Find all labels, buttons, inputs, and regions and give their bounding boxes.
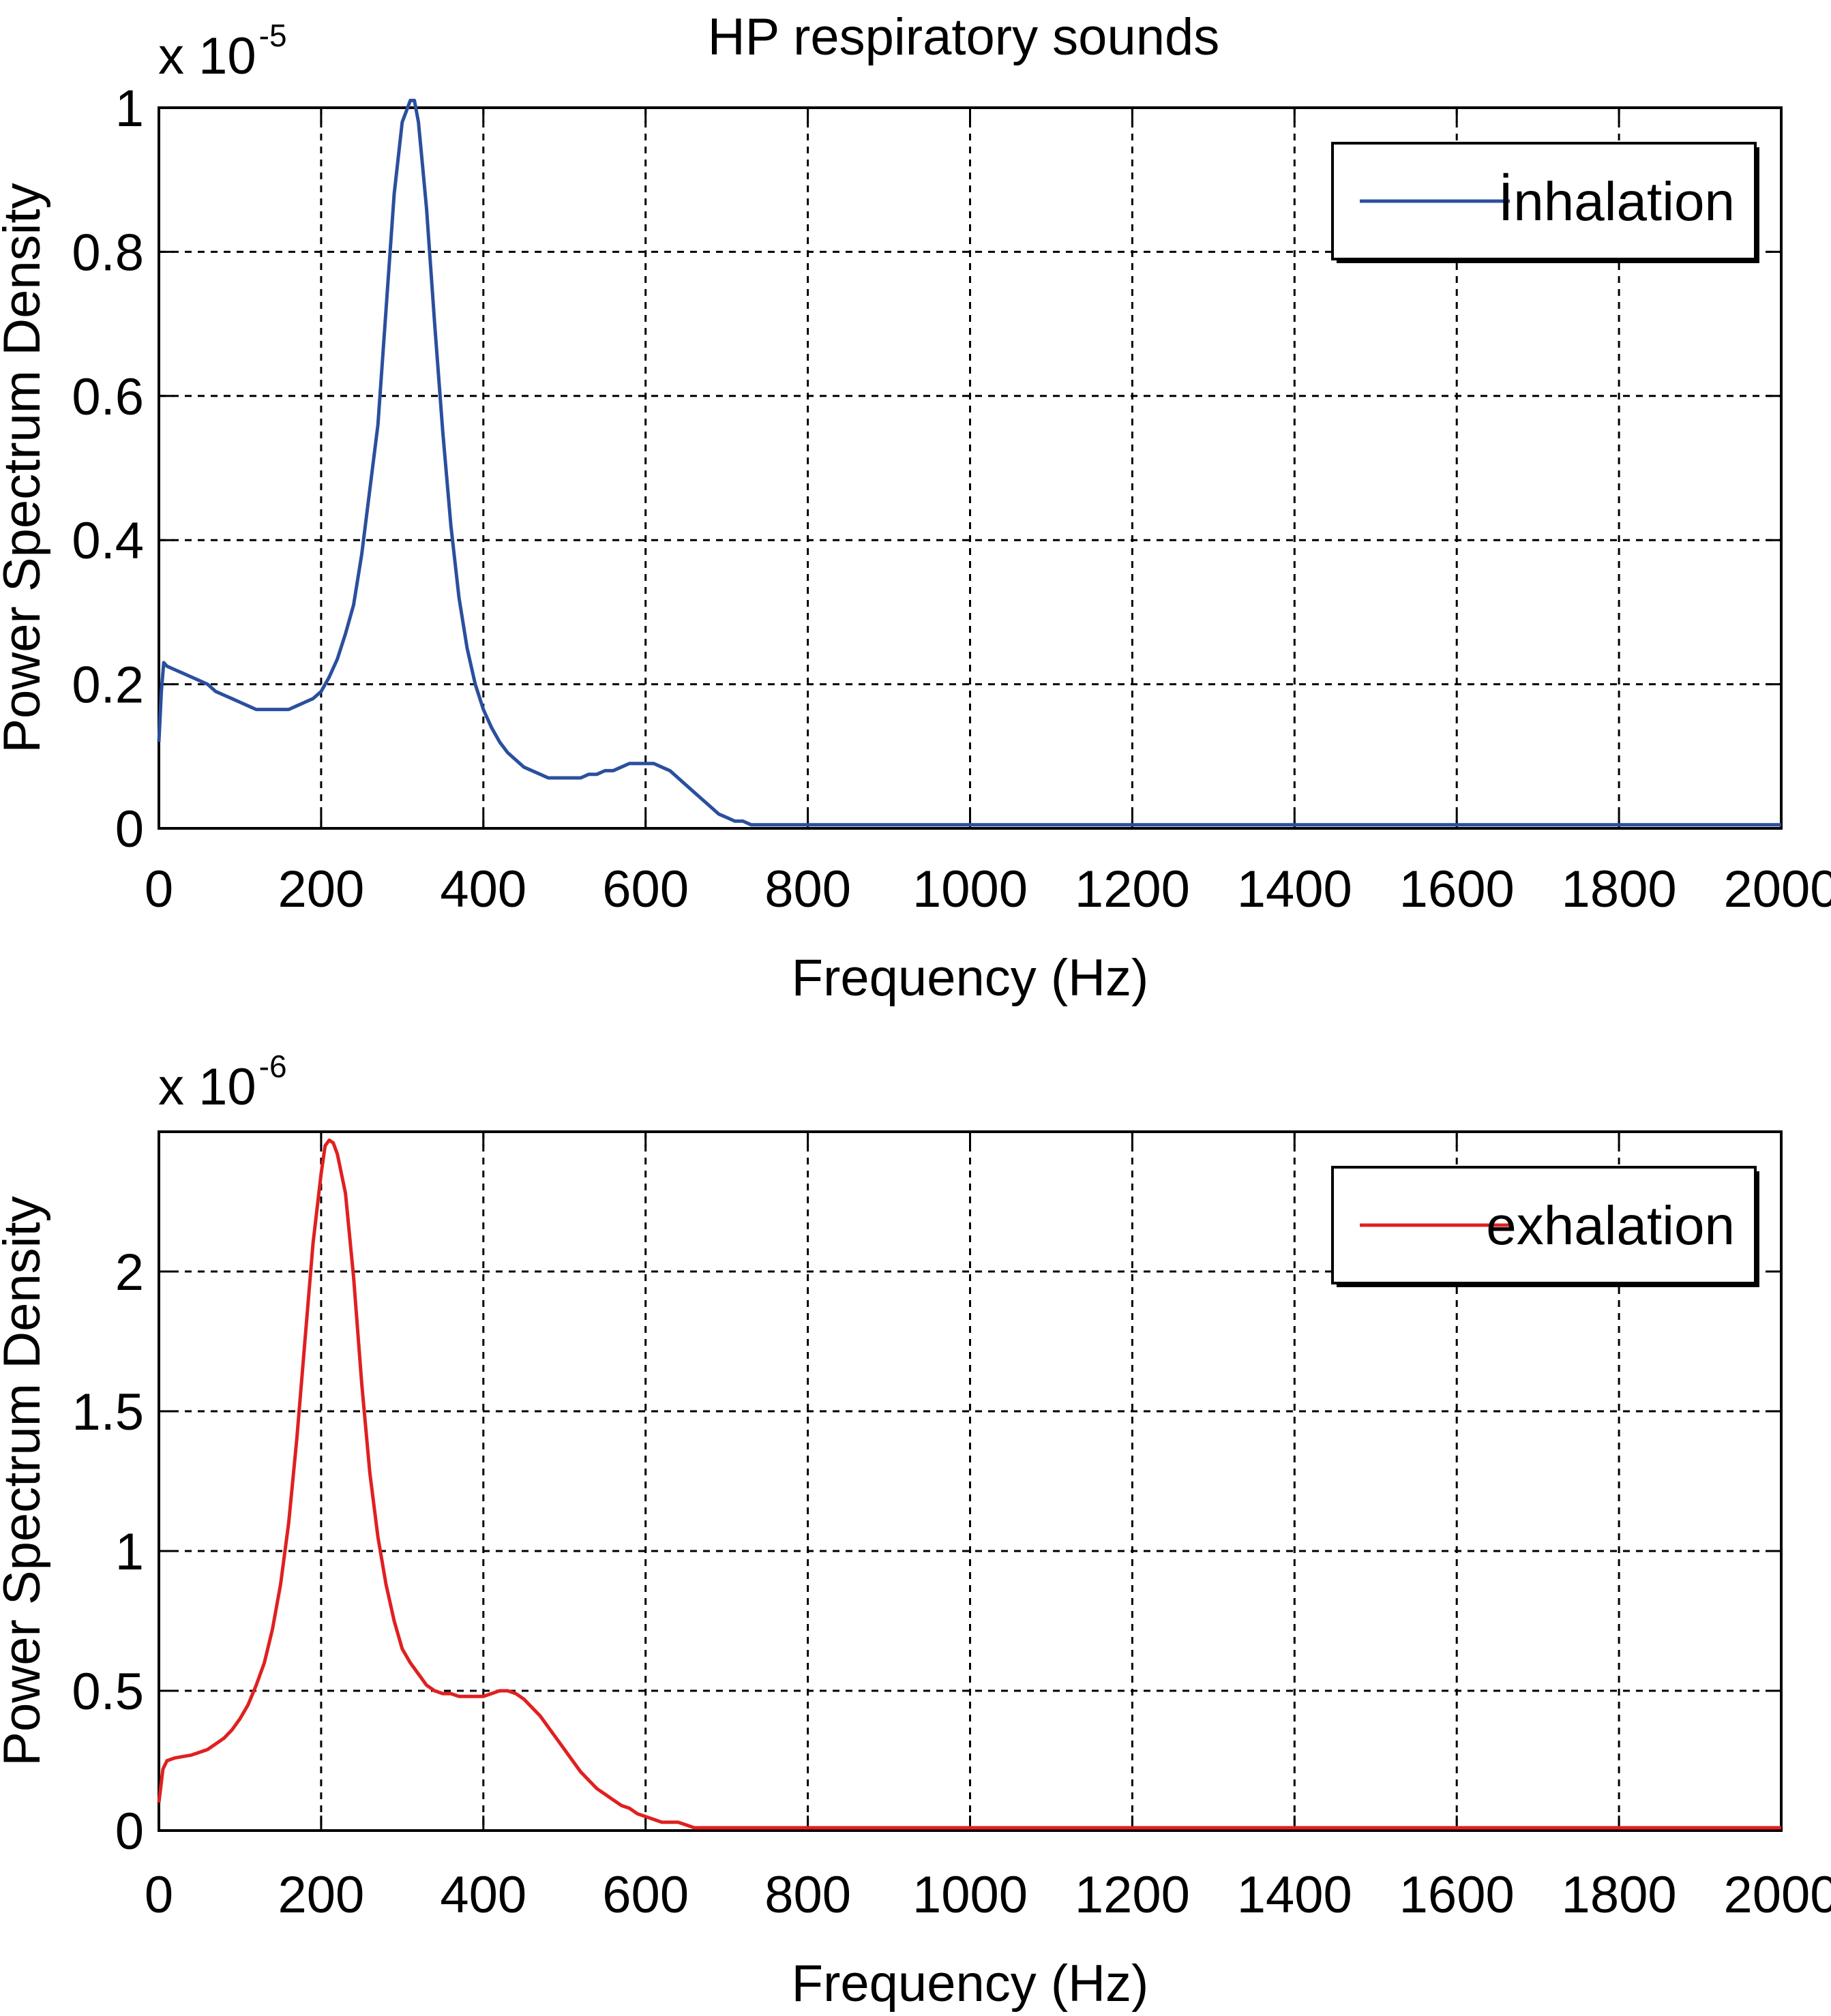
y-tick-label: 1 xyxy=(115,1523,144,1581)
y-tick-label: 0 xyxy=(115,1803,144,1861)
y-exponent-base: x 10 xyxy=(158,1058,256,1116)
x-tick-label: 1800 xyxy=(1562,860,1677,918)
x-tick-label: 1400 xyxy=(1237,860,1352,918)
y-tick-label: 1 xyxy=(115,80,144,138)
x-tick-label: 1200 xyxy=(1075,860,1190,918)
x-tick-label: 200 xyxy=(278,860,364,918)
x-tick-label: 1600 xyxy=(1399,860,1515,918)
x-tick-label: 400 xyxy=(440,1866,526,1924)
x-axis-label: Frequency (Hz) xyxy=(792,1955,1149,2013)
y-tick-label: 2 xyxy=(115,1244,144,1302)
legend: İnhalation xyxy=(1331,142,1759,263)
y-exponent-power: -6 xyxy=(259,1049,287,1084)
x-tick-label: 200 xyxy=(278,1866,364,1924)
x-tick-label: 0 xyxy=(145,860,173,918)
y-exponent-base: x 10 xyxy=(158,27,256,85)
x-tick-label: 1200 xyxy=(1075,1866,1190,1924)
y-tick-label: 0.5 xyxy=(72,1663,144,1721)
x-tick-label: 1000 xyxy=(912,1866,1028,1924)
figure-title: HP respiratory sounds xyxy=(708,8,1220,66)
y-axis-label: Power Spectrum Density xyxy=(0,1196,51,1766)
x-axis-label: Frequency (Hz) xyxy=(792,949,1149,1007)
x-tick-label: 400 xyxy=(440,860,526,918)
x-tick-label: 800 xyxy=(764,860,851,918)
x-tick-label: 800 xyxy=(764,1866,851,1924)
x-tick-label: 2000 xyxy=(1723,1866,1831,1924)
y-tick-label: 0.8 xyxy=(72,224,144,282)
x-tick-label: 600 xyxy=(602,1866,689,1924)
legend-label: İnhalation xyxy=(1498,171,1735,232)
x-tick-label: 1000 xyxy=(912,860,1028,918)
y-axis-label: Power Spectrum Density xyxy=(0,183,51,753)
series-line-exhalation xyxy=(157,1138,1781,1830)
legend-label: exhalation xyxy=(1486,1195,1735,1256)
x-tick-label: 1600 xyxy=(1399,1866,1515,1924)
y-exponent-label: x 10-5 xyxy=(158,18,287,85)
y-exponent-label: x 10-6 xyxy=(158,1049,287,1116)
exhalation-panel: 0 200 400 600 800 1000 1200 1400 1600 1800 2000 0 0.… xyxy=(0,1049,1831,2013)
inhalation-panel: 0 200 400 600 800 1000 1200 1400 1600 1800 2000 0 0.… xyxy=(0,18,1831,1007)
x-tick-label: 600 xyxy=(602,860,689,918)
x-tick-label: 0 xyxy=(145,1866,173,1924)
series-line-i-nhalation xyxy=(157,98,1781,827)
y-exponent-power: -5 xyxy=(259,18,287,53)
x-tick-label: 1400 xyxy=(1237,1866,1352,1924)
y-tick-label: 0.2 xyxy=(72,657,144,714)
y-tick-label: 0.4 xyxy=(72,512,144,570)
x-tick-label: 2000 xyxy=(1723,860,1831,918)
y-tick-label: 1.5 xyxy=(72,1383,144,1441)
y-tick-label: 0.6 xyxy=(72,368,144,426)
x-tick-label: 1800 xyxy=(1562,1866,1677,1924)
y-tick-label: 0 xyxy=(115,800,144,858)
legend: exhalation xyxy=(1331,1166,1759,1287)
